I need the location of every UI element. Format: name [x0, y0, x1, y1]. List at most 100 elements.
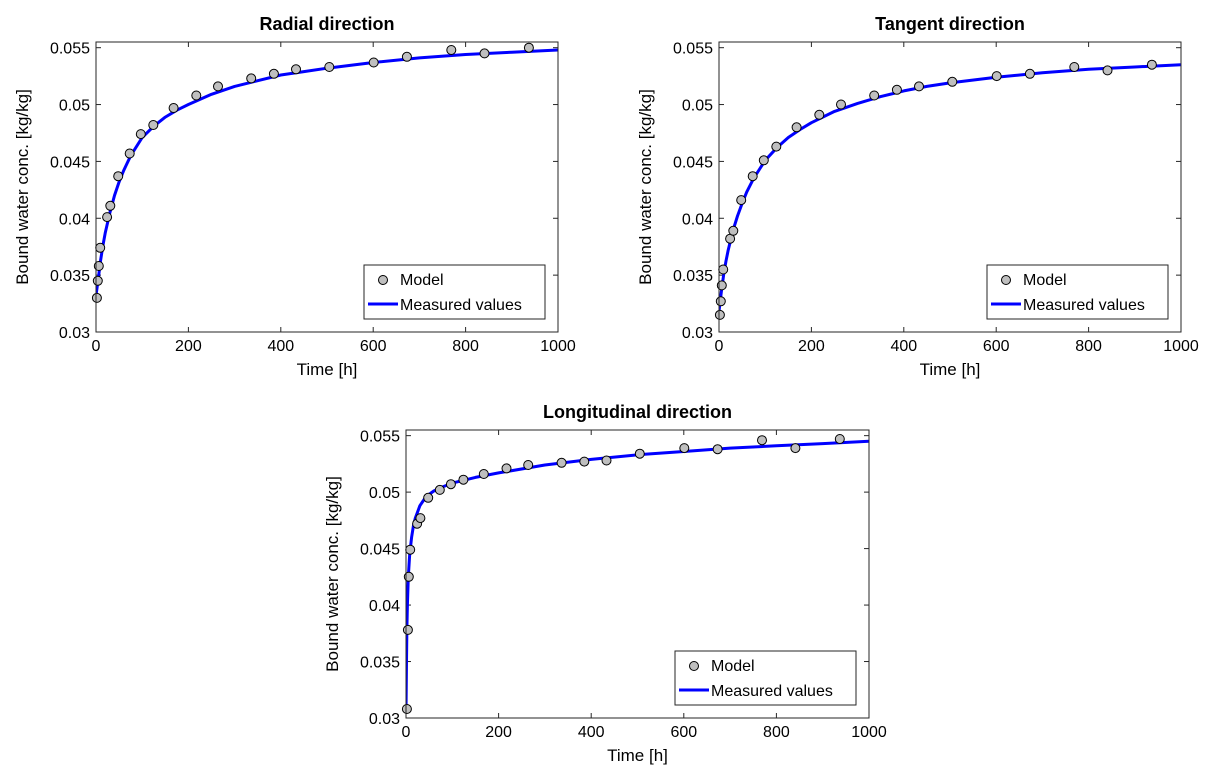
x-tick-label: 1000	[851, 724, 887, 741]
model-point	[368, 57, 379, 68]
model-point	[135, 129, 146, 140]
model-point	[91, 292, 102, 303]
model-point	[814, 109, 825, 120]
y-tick-label: 0.04	[59, 211, 90, 228]
model-point	[105, 200, 116, 211]
model-point	[747, 171, 758, 182]
legend-box	[674, 650, 857, 706]
legend-label-measured-values: Measured values	[711, 683, 833, 700]
x-axis-label: Time [h]	[297, 360, 358, 379]
model-point	[405, 544, 416, 555]
chart-title: Radial direction	[259, 14, 394, 34]
model-point	[891, 84, 902, 95]
model-point	[714, 309, 725, 320]
model-point	[718, 264, 729, 275]
x-axis-label: Time [h]	[607, 746, 668, 765]
legend-label-model: Model	[1023, 272, 1067, 289]
model-point	[771, 141, 782, 152]
legend-box	[363, 264, 546, 320]
x-tick-label: 0	[402, 724, 411, 741]
legend-label-measured-values: Measured values	[400, 297, 522, 314]
y-tick-label: 0.05	[682, 98, 713, 115]
model-point	[556, 457, 567, 468]
model-point	[92, 275, 103, 286]
model-point	[446, 45, 457, 55]
legend-label-model: Model	[400, 272, 444, 289]
x-tick-label: 1000	[1163, 338, 1199, 355]
model-point	[1146, 59, 1157, 70]
model-point	[634, 448, 645, 459]
y-tick-label: 0.035	[673, 268, 713, 285]
y-tick-label: 0.05	[59, 98, 90, 115]
model-point	[403, 571, 414, 582]
y-axis-label: Bound water conc. [kg/kg]	[323, 476, 342, 672]
model-point	[479, 48, 490, 59]
x-tick-label: 600	[983, 338, 1010, 355]
x-tick-label: 600	[670, 724, 697, 741]
y-tick-label: 0.04	[369, 598, 400, 615]
model-point	[246, 73, 257, 84]
legend-label-measured-values: Measured values	[1023, 297, 1145, 314]
x-tick-label: 400	[267, 338, 294, 355]
model-point	[95, 242, 106, 253]
model-point	[324, 62, 335, 72]
model-point	[758, 155, 769, 166]
y-tick-label: 0.05	[369, 485, 400, 502]
model-point	[947, 76, 958, 87]
y-axis-label: Bound water conc. [kg/kg]	[636, 89, 655, 285]
y-tick-label: 0.04	[682, 211, 713, 228]
legend-marker-model	[378, 275, 388, 285]
model-point	[836, 99, 846, 110]
x-tick-label: 200	[175, 338, 202, 355]
model-point	[834, 434, 845, 444]
y-tick-label: 0.03	[369, 711, 400, 728]
legend-marker-model	[1001, 275, 1011, 285]
y-tick-label: 0.055	[673, 41, 713, 58]
model-point	[1069, 62, 1080, 72]
model-point	[148, 120, 159, 130]
y-tick-label: 0.035	[50, 268, 90, 285]
model-point	[291, 64, 301, 75]
model-point	[716, 280, 727, 291]
model-point	[790, 443, 801, 454]
x-tick-label: 400	[890, 338, 917, 355]
model-point	[478, 469, 489, 479]
y-tick-label: 0.055	[360, 429, 400, 446]
model-point	[401, 704, 412, 714]
y-tick-label: 0.045	[360, 542, 400, 559]
model-point	[914, 81, 924, 92]
model-point	[715, 296, 726, 307]
model-point	[445, 479, 456, 490]
x-tick-label: 200	[485, 724, 512, 741]
model-point	[113, 171, 124, 182]
model-point	[213, 81, 223, 92]
model-point	[191, 90, 202, 101]
legend-label-model: Model	[711, 658, 755, 675]
x-tick-label: 0	[715, 338, 724, 355]
model-point	[124, 148, 135, 159]
x-tick-label: 800	[763, 724, 790, 741]
model-point	[402, 624, 413, 635]
y-axis-label: Bound water conc. [kg/kg]	[13, 89, 32, 285]
axes-box	[405, 429, 870, 719]
model-point	[679, 443, 690, 454]
model-point	[736, 195, 747, 206]
x-tick-label: 800	[452, 338, 479, 355]
model-point	[93, 261, 104, 271]
model-point	[458, 474, 469, 485]
model-point	[579, 456, 590, 467]
y-tick-label: 0.03	[59, 325, 90, 342]
y-tick-label: 0.03	[682, 325, 713, 342]
legend-box	[986, 264, 1169, 320]
model-point	[791, 122, 802, 133]
model-point	[1102, 65, 1113, 76]
y-tick-label: 0.055	[50, 41, 90, 58]
model-point	[712, 444, 723, 455]
y-tick-label: 0.045	[50, 154, 90, 171]
model-point	[268, 68, 279, 79]
model-point	[168, 103, 179, 113]
model-point	[423, 492, 434, 503]
x-tick-label: 600	[360, 338, 387, 355]
model-point	[991, 71, 1002, 82]
